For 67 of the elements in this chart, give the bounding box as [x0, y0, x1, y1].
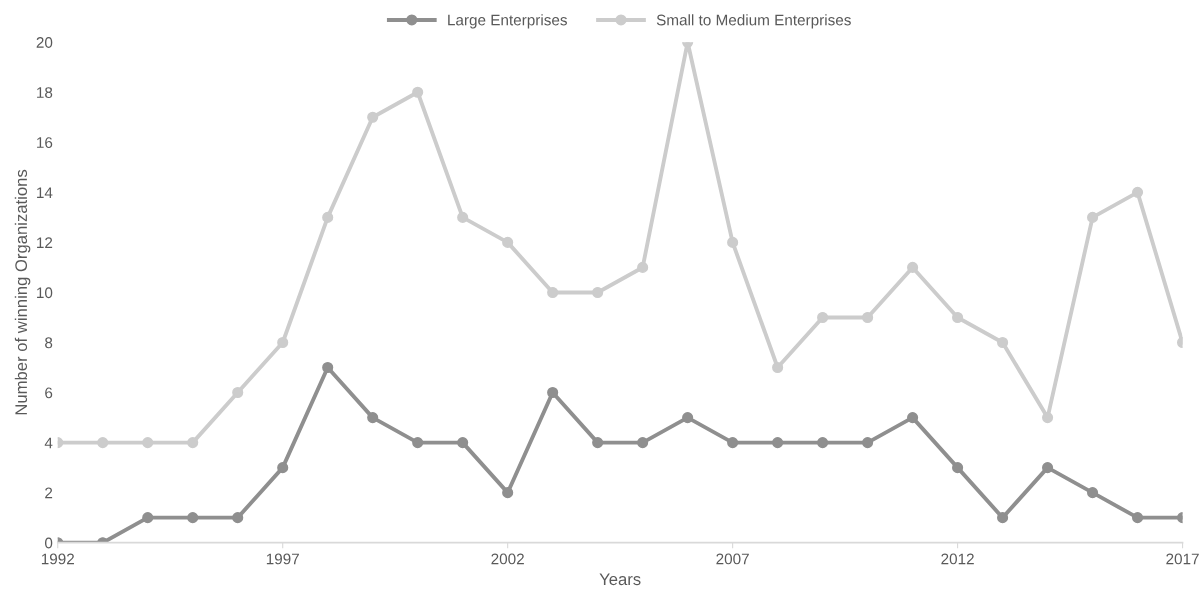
point [952, 462, 964, 474]
x-tick-label: 1992 [41, 553, 74, 565]
point [232, 512, 244, 524]
x-tick-label: 2017 [1166, 553, 1199, 565]
point [322, 211, 334, 223]
point [907, 412, 919, 424]
point [322, 361, 334, 374]
point [997, 336, 1009, 349]
y-tick-label: 20 [36, 37, 53, 48]
point [97, 437, 109, 449]
point [142, 512, 154, 524]
y-tick-label: 10 [37, 287, 53, 299]
point [232, 386, 244, 399]
point [187, 512, 199, 524]
point [502, 487, 514, 499]
y-tick-label: 0 [44, 537, 53, 549]
point [277, 462, 289, 474]
point [457, 437, 469, 449]
point [637, 261, 649, 273]
point [592, 286, 604, 299]
point [502, 236, 514, 248]
y-tick-label: 18 [37, 87, 53, 98]
legend-label: Large Enterprises [448, 14, 567, 29]
y-tick-label: 12 [37, 237, 53, 248]
point [1087, 211, 1099, 223]
point [277, 336, 289, 349]
point [637, 437, 649, 449]
point [817, 311, 829, 324]
point [772, 437, 784, 449]
y-tick-label: 14 [37, 187, 53, 198]
point [592, 437, 604, 449]
point [1087, 487, 1099, 499]
point [727, 437, 739, 449]
point [142, 437, 154, 449]
y-axis-title: Number of winning Organizations [14, 169, 31, 415]
point [1132, 186, 1144, 198]
point [1042, 462, 1054, 474]
point [952, 311, 964, 324]
point [727, 236, 739, 248]
point [412, 437, 424, 449]
x-axis-title: Years [599, 573, 641, 586]
y-tick-label: 8 [45, 337, 53, 349]
y-tick-label: 6 [45, 387, 53, 399]
point [862, 311, 874, 324]
point [367, 111, 379, 123]
x-tick-label: 2007 [716, 553, 749, 565]
point [907, 261, 919, 273]
point [412, 86, 424, 98]
point [997, 512, 1009, 524]
y-tick-label: 16 [37, 137, 53, 148]
point [187, 437, 199, 449]
point [682, 412, 694, 424]
y-tick-label: 2 [45, 487, 53, 499]
y-tick-label: 4 [44, 437, 53, 449]
point [547, 386, 559, 399]
point [547, 286, 559, 299]
point [367, 412, 379, 424]
point [772, 361, 784, 374]
point [862, 437, 874, 449]
x-tick-label: 2012 [941, 553, 974, 565]
point [1132, 512, 1144, 524]
point [817, 437, 829, 449]
x-tick-label: 1997 [266, 553, 299, 565]
x-tick-label: 2002 [491, 553, 524, 565]
legend-label: Small to Medium Enterprises [656, 14, 851, 29]
point [1042, 412, 1054, 424]
point [457, 211, 469, 223]
